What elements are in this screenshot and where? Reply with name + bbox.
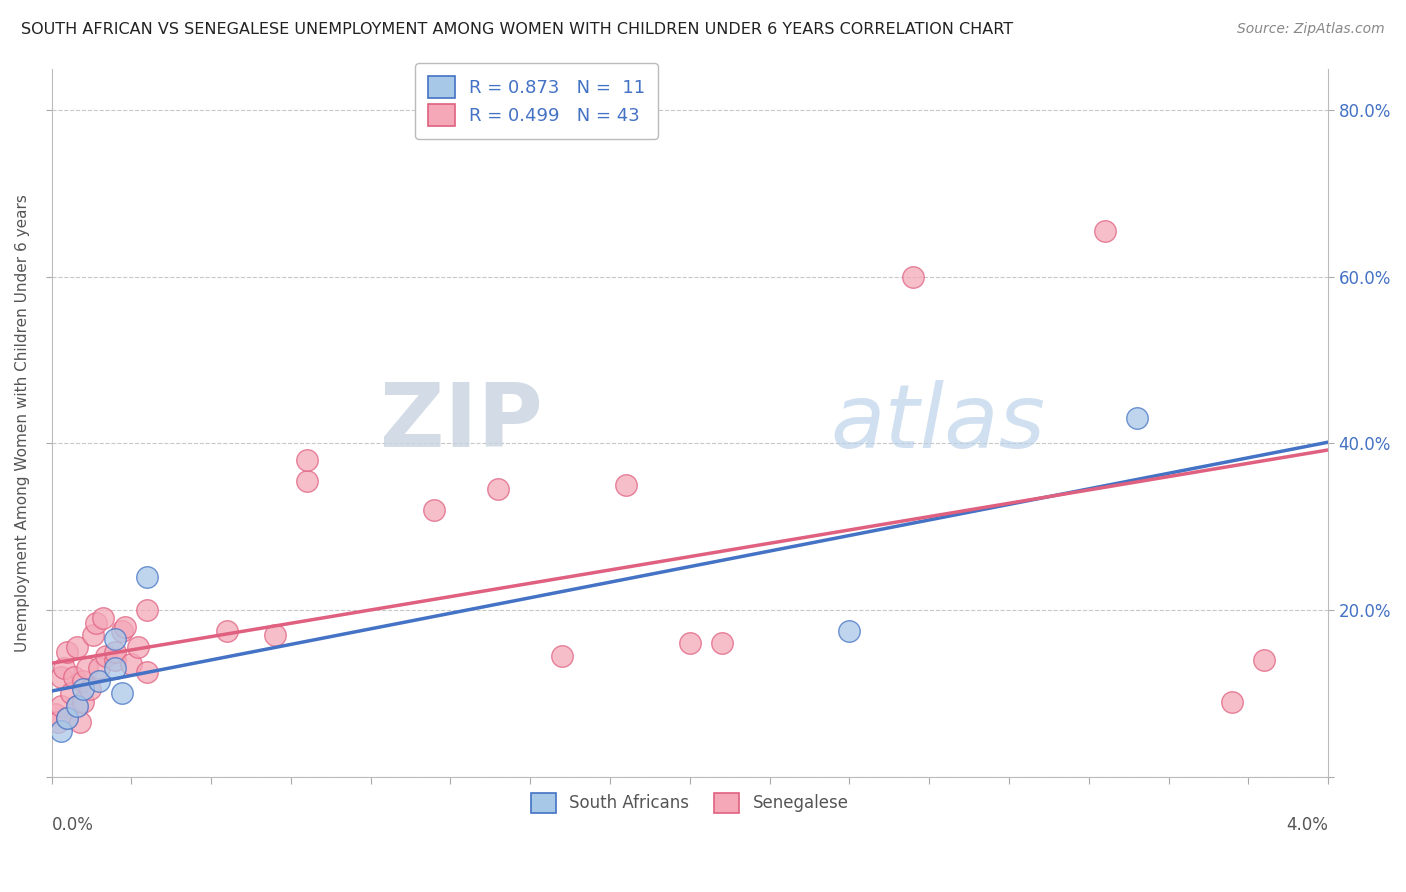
- Text: Source: ZipAtlas.com: Source: ZipAtlas.com: [1237, 22, 1385, 37]
- Point: [66, 698, 89, 713]
- Point: [1125, 411, 1147, 425]
- Point: [79, 682, 101, 697]
- Point: [49, 670, 72, 684]
- Point: [56, 711, 79, 725]
- Point: [1220, 695, 1243, 709]
- Point: [838, 624, 860, 638]
- Point: [295, 474, 318, 488]
- Point: [84, 615, 107, 630]
- Point: [56, 645, 79, 659]
- Point: [1094, 224, 1116, 238]
- Point: [69, 715, 91, 730]
- Point: [679, 636, 702, 650]
- Point: [710, 636, 733, 650]
- Point: [127, 640, 149, 655]
- Point: [104, 632, 127, 647]
- Point: [104, 661, 127, 675]
- Point: [91, 611, 114, 625]
- Point: [104, 653, 127, 667]
- Point: [89, 661, 111, 675]
- Point: [66, 640, 89, 655]
- Text: atlas: atlas: [830, 380, 1045, 466]
- Point: [215, 624, 238, 638]
- Point: [49, 698, 72, 713]
- Point: [63, 670, 86, 684]
- Point: [76, 661, 98, 675]
- Point: [136, 665, 159, 680]
- Point: [1253, 653, 1275, 667]
- Point: [136, 603, 159, 617]
- Point: [111, 624, 134, 638]
- Point: [114, 620, 136, 634]
- Point: [94, 648, 117, 663]
- Text: SOUTH AFRICAN VS SENEGALESE UNEMPLOYMENT AMONG WOMEN WITH CHILDREN UNDER 6 YEARS: SOUTH AFRICAN VS SENEGALESE UNEMPLOYMENT…: [21, 22, 1014, 37]
- Point: [120, 657, 142, 672]
- Legend: South Africans, Senegalese: South Africans, Senegalese: [523, 784, 858, 822]
- Point: [903, 269, 925, 284]
- Point: [136, 570, 159, 584]
- Text: 0.0%: 0.0%: [52, 815, 93, 833]
- Text: ZIP: ZIP: [380, 379, 543, 467]
- Point: [44, 707, 66, 722]
- Point: [46, 715, 69, 730]
- Point: [72, 695, 94, 709]
- Point: [72, 682, 94, 697]
- Point: [72, 673, 94, 688]
- Point: [111, 686, 134, 700]
- Point: [89, 673, 111, 688]
- Point: [59, 686, 82, 700]
- Y-axis label: Unemployment Among Women with Children Under 6 years: Unemployment Among Women with Children U…: [15, 194, 30, 651]
- Point: [486, 482, 509, 496]
- Point: [614, 478, 637, 492]
- Point: [295, 453, 318, 467]
- Point: [104, 645, 127, 659]
- Point: [66, 698, 89, 713]
- Point: [82, 628, 104, 642]
- Point: [49, 723, 72, 738]
- Point: [56, 711, 79, 725]
- Point: [423, 503, 446, 517]
- Point: [264, 628, 287, 642]
- Point: [551, 648, 574, 663]
- Text: 4.0%: 4.0%: [1286, 815, 1329, 833]
- Point: [53, 661, 76, 675]
